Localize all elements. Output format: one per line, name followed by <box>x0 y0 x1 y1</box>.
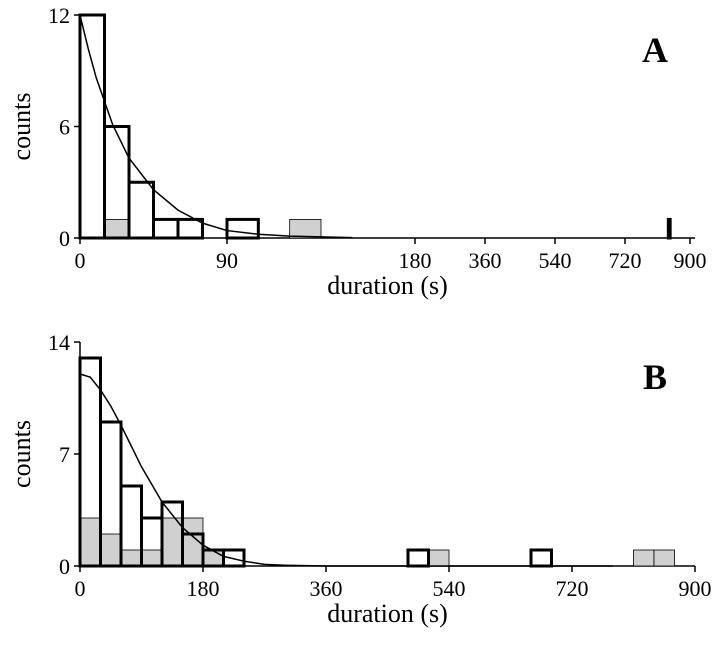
x-tick-label: 180 <box>187 576 220 601</box>
histogram-bar <box>225 217 260 240</box>
histogram-bar <box>406 548 430 568</box>
x-tick-label: 360 <box>310 576 343 601</box>
histogram-bar <box>289 219 322 239</box>
histogram-bar <box>100 533 122 567</box>
histogram-bar <box>529 548 553 568</box>
histogram-bar <box>633 549 655 567</box>
histogram-bar <box>79 517 101 567</box>
x-tick-label: 720 <box>556 576 589 601</box>
y-tick-label: 6 <box>59 115 70 140</box>
x-tick-label: 900 <box>679 576 712 601</box>
x-tick-label: 0 <box>75 576 86 601</box>
x-axis-title: duration (s) <box>327 599 448 628</box>
fit-curve <box>79 373 613 567</box>
histogram-bar <box>161 517 183 567</box>
y-tick-label: 0 <box>59 554 70 579</box>
histogram-bar <box>176 217 204 240</box>
y-axis-title: counts <box>7 93 36 161</box>
histogram-bar <box>104 219 130 239</box>
histogram-bar <box>666 217 672 240</box>
histogram-bar <box>141 549 163 567</box>
panel-label: A <box>642 30 668 70</box>
fit-curve <box>79 14 353 239</box>
x-tick-label: 540 <box>433 576 466 601</box>
histogram-bar <box>120 549 142 567</box>
histogram-bar <box>222 548 246 568</box>
x-tick-label: 0 <box>75 248 86 273</box>
y-tick-label: 14 <box>48 330 70 355</box>
y-axis-title: counts <box>7 420 36 488</box>
x-tick-label: 180 <box>399 248 432 273</box>
x-tick-label: 360 <box>469 248 502 273</box>
x-tick-label: 90 <box>216 248 238 273</box>
histogram-bar <box>202 549 224 567</box>
histogram-bar <box>653 549 675 567</box>
histogram-bar <box>127 180 155 240</box>
y-tick-label: 7 <box>59 442 70 467</box>
x-tick-label: 540 <box>539 248 572 273</box>
x-axis-title: duration (s) <box>327 271 448 300</box>
histogram-bar <box>428 549 450 567</box>
histogram-bar <box>152 217 180 240</box>
y-tick-label: 12 <box>48 3 70 28</box>
x-tick-label: 720 <box>609 248 642 273</box>
x-tick-label: 900 <box>674 248 707 273</box>
panel-label: B <box>643 357 667 397</box>
histogram-bar <box>78 13 106 240</box>
y-tick-label: 0 <box>59 226 70 251</box>
